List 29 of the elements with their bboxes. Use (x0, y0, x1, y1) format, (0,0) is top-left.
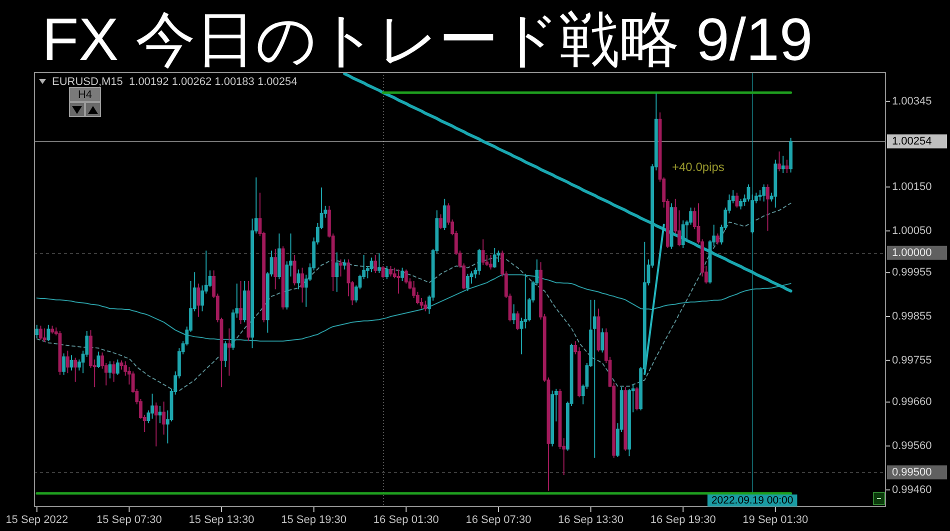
annotation: EURUSD,M15 1.00192 1.00262 1.00183 1.00254 (52, 76, 298, 88)
ytick: 1.00050 (892, 224, 932, 237)
ref-label: 1.00254 (887, 134, 947, 148)
ytick: 0.99955 (892, 266, 932, 279)
ytick: 0.99560 (892, 440, 932, 452)
xtick: 15 Sep 19:30 (281, 514, 347, 526)
ytick: 0.99755 (892, 354, 932, 366)
xtick: 16 Sep 19:30 (650, 514, 716, 526)
ref-label: 1.00000 (887, 246, 947, 260)
ytick: 0.99460 (892, 484, 932, 496)
ref-line-label: 1.00000 (892, 246, 932, 259)
annotation: +40.0pips (672, 160, 724, 174)
annotation: H4 (78, 89, 92, 101)
xtick: 15 Sep 13:30 (188, 514, 254, 526)
title: FX 今日のトレード戦略 9/19 (42, 6, 813, 73)
xtick: 15 Sep 2022 (6, 514, 68, 526)
ytick: 0.99855 (892, 310, 932, 322)
xtick: 16 Sep 01:30 (373, 514, 439, 526)
ytick: 0.99660 (892, 396, 932, 408)
xtick: 19 Sep 01:30 (742, 514, 808, 526)
ref-line-label: 1.00254 (892, 135, 932, 148)
xtick: 16 Sep 13:30 (558, 514, 624, 526)
ref-label: 2022.09.19 00:00 (707, 494, 798, 506)
ref-line-label: 0.99500 (892, 466, 932, 478)
xtick: 16 Sep 07:30 (466, 514, 532, 526)
ytick: 1.00150 (892, 181, 932, 193)
ref-label: 0.99500 (887, 465, 947, 480)
xtick: 15 Sep 07:30 (96, 514, 162, 526)
ytick: 1.00345 (892, 95, 932, 108)
